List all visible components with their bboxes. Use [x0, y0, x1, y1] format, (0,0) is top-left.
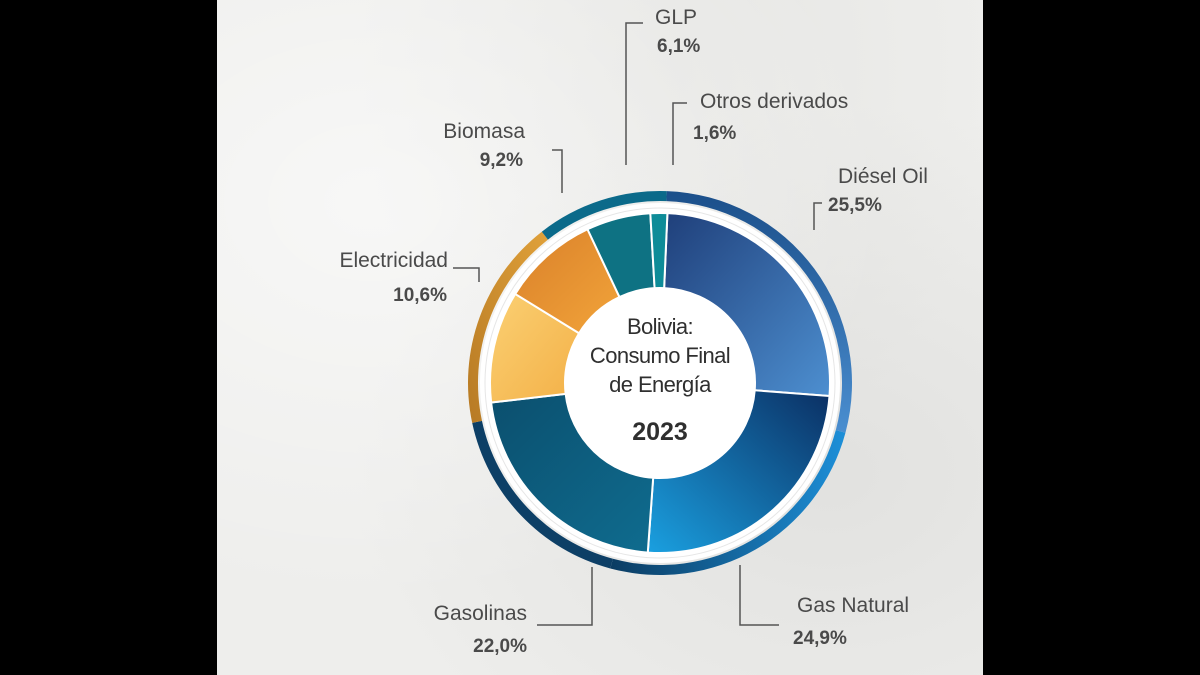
leader-line-glp [625, 22, 643, 165]
leader-line-gasolinas [537, 567, 593, 626]
center-title-line-1: Bolivia: [627, 314, 693, 339]
label-gasolinas-value: 22,0% [473, 636, 527, 657]
label-glp-name: GLP [655, 6, 697, 29]
label-biomasa-name: Biomasa [443, 120, 525, 143]
label-glp-value: 6,1% [657, 36, 700, 57]
label-electricidad-name: Electricidad [339, 249, 448, 272]
slice-labels: GLP 6,1% Otros derivados 1,6% Diésel Oil… [339, 6, 927, 657]
label-biomasa-value: 9,2% [480, 150, 523, 171]
outer-ring-teal-arc [541, 191, 667, 240]
leader-line-electricidad [453, 267, 480, 282]
label-gasolinas-name: Gasolinas [434, 602, 527, 625]
leader-lines [453, 22, 822, 626]
outer-ring-bottom-arc [610, 430, 846, 575]
label-gas-natural-value: 24,9% [793, 628, 847, 649]
leader-line-gas-natural [739, 565, 779, 626]
label-electricidad-value: 10,6% [393, 285, 447, 306]
center-title-line-2: Consumo Final [590, 343, 730, 368]
leader-line-biomasa [552, 149, 563, 193]
separator-ring-edge [484, 207, 836, 559]
label-diesel-oil-value: 25,5% [828, 195, 882, 216]
chart-panel: Bolivia: Consumo Final de Energía 2023 G… [217, 0, 983, 675]
center-year: 2023 [632, 418, 688, 446]
leader-line-otros-derivados [672, 102, 687, 165]
label-otros-derivados-value: 1,6% [693, 123, 736, 144]
donut-chart: Bolivia: Consumo Final de Energía 2023 G… [339, 6, 927, 657]
outer-ring [468, 191, 852, 575]
center-title-line-3: de Energía [609, 372, 712, 397]
label-otros-derivados-name: Otros derivados [700, 90, 848, 113]
label-gas-natural-name: Gas Natural [797, 594, 909, 617]
leader-line-diesel-oil [813, 202, 822, 230]
center-disc [565, 288, 755, 478]
label-diesel-oil-name: Diésel Oil [838, 165, 928, 188]
outer-ring-orange-arc [468, 231, 548, 423]
